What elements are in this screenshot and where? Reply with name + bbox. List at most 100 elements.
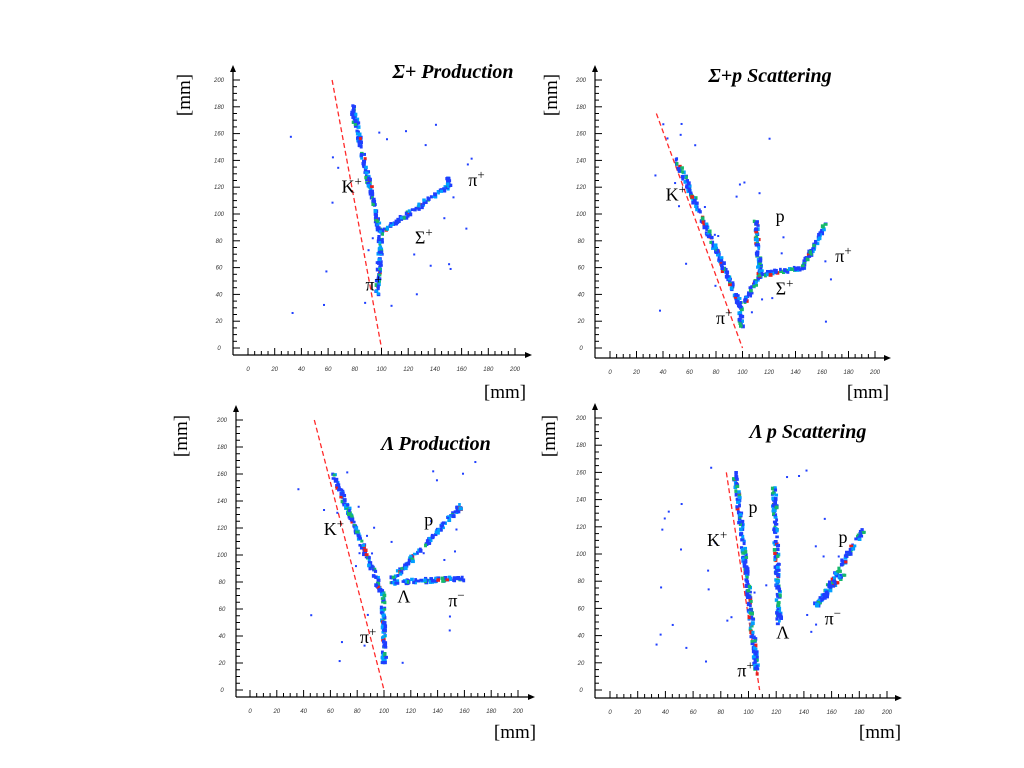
hit: [717, 254, 721, 259]
hit: [744, 583, 749, 588]
hit: [362, 162, 366, 167]
hit: [376, 284, 380, 288]
hit: [430, 579, 435, 583]
hit: [734, 489, 738, 493]
hit: [404, 216, 409, 220]
hit: [352, 105, 357, 109]
y-tick-label: 0: [220, 688, 224, 694]
hit: [414, 206, 418, 210]
hit: [812, 243, 816, 248]
hit: [447, 184, 451, 189]
hit: [364, 553, 369, 557]
hit: [755, 664, 759, 669]
track: [743, 273, 763, 304]
hit: [831, 584, 836, 588]
track: [800, 222, 828, 270]
hit: [440, 527, 443, 532]
hit: [773, 500, 778, 505]
hit: [442, 526, 445, 530]
hit: [773, 513, 778, 517]
particle-label: π+: [835, 243, 851, 266]
hit: [410, 208, 414, 211]
x-axis-arrow: [895, 695, 902, 701]
hit: [758, 257, 763, 261]
hit: [832, 576, 836, 580]
hit: [381, 228, 385, 233]
panel-3: 0 20 40 60 80 100 120 140 160 180 200 0 20 40 60 80 100 1…: [171, 405, 536, 743]
hit: [366, 183, 370, 188]
hit: [354, 112, 358, 117]
x-axis-label: [mm]: [494, 722, 536, 743]
hit: [753, 237, 758, 242]
hit: [750, 640, 754, 643]
hit: [453, 578, 456, 583]
hit: [409, 554, 413, 558]
hit: [377, 275, 380, 278]
hit: [753, 666, 757, 670]
x-tick-label: 0: [246, 367, 250, 373]
particle-label: K+: [341, 174, 361, 197]
hit: [401, 580, 406, 583]
hit: [740, 314, 743, 319]
hit: [714, 246, 719, 251]
panel-title: Σ+ Production: [391, 61, 513, 83]
x-tick-label: 40: [660, 370, 667, 376]
hit: [449, 267, 452, 270]
hit: [796, 267, 801, 271]
hit: [371, 552, 374, 555]
hit: [360, 156, 364, 160]
hit: [392, 576, 397, 581]
hit: [416, 205, 420, 210]
hit: [694, 144, 697, 147]
hit: [350, 112, 355, 117]
hit: [377, 250, 381, 254]
hit: [354, 565, 357, 568]
hit: [358, 543, 362, 547]
hit: [843, 556, 848, 560]
hit: [346, 503, 350, 507]
hit: [761, 298, 764, 301]
hit: [378, 265, 382, 270]
hit: [768, 271, 772, 275]
hit: [385, 225, 389, 229]
y-tick-label: 120: [217, 526, 228, 532]
hit: [773, 497, 778, 501]
hit: [699, 219, 704, 223]
hit: [419, 578, 424, 582]
hit: [434, 576, 438, 581]
hit: [687, 188, 692, 193]
x-tick-label: 120: [406, 709, 417, 715]
hit: [836, 581, 840, 585]
hit: [751, 630, 755, 635]
hit: [773, 488, 778, 492]
hit: [356, 121, 361, 125]
hit: [378, 587, 383, 592]
hit: [745, 580, 750, 584]
y-tick-label: 60: [578, 606, 585, 612]
hit: [351, 109, 355, 114]
hit: [738, 183, 741, 186]
hit: [756, 243, 760, 247]
hit: [356, 537, 360, 541]
hit: [342, 498, 347, 502]
hit: [425, 539, 430, 543]
hit: [714, 541, 717, 544]
hit: [758, 262, 762, 265]
hit: [779, 269, 783, 274]
x-tick-label: 60: [690, 710, 697, 716]
hit: [662, 123, 665, 126]
hit: [820, 228, 823, 232]
y-tick-label: 80: [578, 579, 585, 585]
hit: [827, 580, 832, 585]
hit: [462, 472, 465, 475]
hit: [778, 619, 781, 623]
hit: [443, 558, 446, 561]
beam-line: [331, 79, 383, 349]
hit: [775, 535, 779, 539]
hit: [734, 472, 738, 476]
hit: [378, 269, 382, 274]
hit: [738, 322, 742, 325]
y-tick-label: 120: [576, 525, 587, 531]
hit: [753, 591, 756, 594]
hit: [399, 216, 404, 220]
